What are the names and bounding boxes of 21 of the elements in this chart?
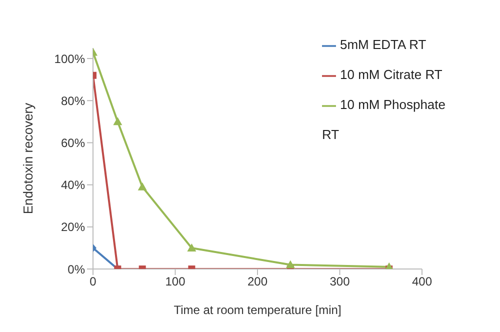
x-tick-label: 0 — [90, 274, 97, 289]
y-tick-label: 0% — [68, 262, 86, 276]
y-tick-label: 80% — [60, 94, 86, 108]
point — [384, 262, 394, 269]
legend-label: 10 mM Phosphate RT — [322, 97, 446, 142]
x-tick-label: 100 — [165, 274, 186, 289]
point — [138, 182, 147, 190]
point — [187, 243, 196, 252]
x-tick-label: 300 — [330, 274, 350, 289]
x-tick-label: 200 — [247, 274, 268, 289]
x-tick-label: 400 — [412, 274, 432, 289]
legend-label: 10 mM Citrate RT — [340, 67, 442, 82]
y-tick-label: 40% — [60, 178, 86, 192]
y-tick-label: 100% — [54, 52, 86, 66]
point — [113, 117, 122, 126]
y-tick-label: 20% — [60, 220, 86, 234]
x-axis-title: Time at room temperature [min] — [174, 303, 342, 317]
legend-label: 5mM EDTA RT — [340, 37, 426, 52]
point — [286, 260, 295, 268]
y-tick-label: 60% — [60, 136, 86, 150]
y-axis-title: Endotoxin recovery — [20, 102, 36, 214]
